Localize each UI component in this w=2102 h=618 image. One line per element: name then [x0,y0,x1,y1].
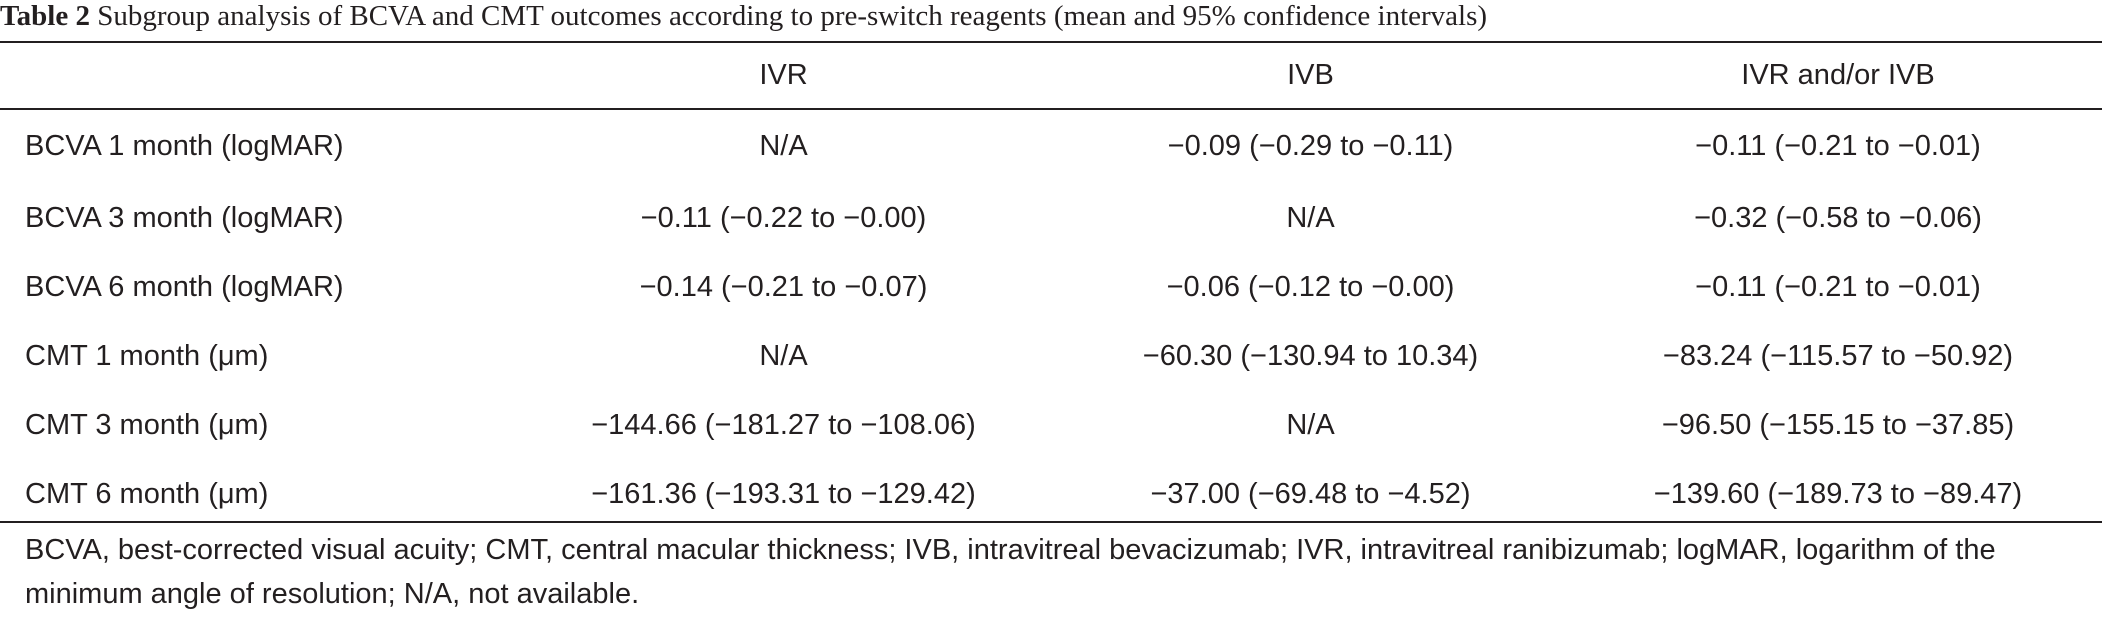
row-label: BCVA 6 month (logMAR) [25,271,344,303]
row-label: BCVA 1 month (logMAR) [25,129,344,162]
table-row: BCVA 1 month (logMAR) N/A −0.09 (−0.29 t… [0,108,2102,184]
table-cell: −83.24 (−115.57 to −50.92) [1662,340,2014,372]
table-cell: −161.36 (−193.31 to −129.42) [591,478,976,510]
table-row: BCVA 3 month (logMAR) −0.11 (−0.22 to −0… [0,184,2102,253]
header-rule [0,108,2102,110]
table-row: CMT 3 month (μm) −144.66 (−181.27 to −10… [0,391,2102,460]
table-cell: −60.30 (−130.94 to 10.34) [1142,340,1479,372]
bottom-rule [0,521,2102,523]
table-cell: −37.00 (−69.48 to −4.52) [1150,478,1471,510]
row-label: CMT 3 month (μm) [25,409,269,441]
table-cell: −0.11 (−0.22 to −0.00) [640,202,927,234]
table-row: CMT 1 month (μm) N/A −60.30 (−130.94 to … [0,322,2102,391]
header-ivr-and-or-ivb: IVR and/or IVB [1741,59,1935,91]
table-cell: −0.09 (−0.29 to −0.11) [1167,129,1454,162]
table-cell: N/A [1286,202,1335,234]
table-caption-text: Subgroup analysis of BCVA and CMT outcom… [97,0,1488,32]
row-label: CMT 1 month (μm) [25,340,269,372]
row-label: CMT 6 month (μm) [25,478,269,510]
table-caption-label: Table 2 [0,0,90,32]
header-row: IVR IVB IVR and/or IVB [0,43,2102,108]
table-cell: N/A [759,340,808,372]
table-cell: −0.32 (−0.58 to −0.06) [1694,202,1982,234]
subgroup-table: IVR IVB IVR and/or IVB BCVA 1 month (log… [0,43,2102,529]
table-cell: −0.11 (−0.21 to −0.01) [1695,271,1981,303]
table-footnote: BCVA, best-corrected visual acuity; CMT,… [25,534,1996,610]
header-empty [0,43,520,108]
table-caption: Table 2 Subgroup analysis of BCVA and CM… [0,0,1487,36]
table-cell: −96.50 (−155.15 to −37.85) [1661,409,2015,441]
table-cell: −139.60 (−189.73 to −89.47) [1653,478,2023,510]
table-row: BCVA 6 month (logMAR) −0.14 (−0.21 to −0… [0,253,2102,322]
table-cell: −0.06 (−0.12 to −0.00) [1166,271,1455,303]
table-cell: N/A [1286,409,1335,441]
table-cell: −0.11 (−0.21 to −0.01) [1695,129,1981,162]
top-rule [0,41,2102,43]
header-ivr: IVR [759,59,808,91]
row-label: BCVA 3 month (logMAR) [25,202,344,234]
table-cell: N/A [759,129,808,162]
table-cell: −144.66 (−181.27 to −108.06) [591,409,976,441]
table-cell: −0.14 (−0.21 to −0.07) [639,271,928,303]
table-row: CMT 6 month (μm) −161.36 (−193.31 to −12… [0,460,2102,529]
header-ivb: IVB [1287,59,1334,91]
